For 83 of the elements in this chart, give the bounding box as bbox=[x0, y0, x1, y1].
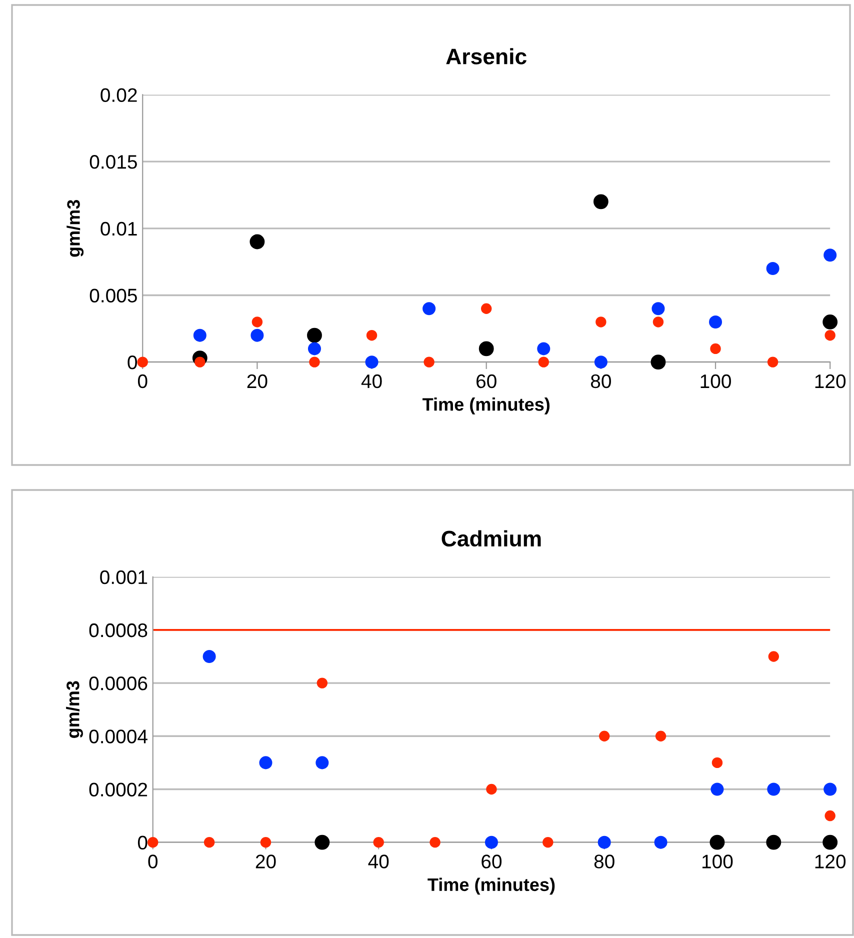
x-axis-title: Time (minutes) bbox=[428, 878, 555, 895]
point bbox=[598, 730, 610, 742]
point bbox=[767, 356, 778, 368]
point bbox=[538, 356, 549, 368]
x-tick-label: 40 bbox=[361, 374, 382, 388]
x-axis-title: Time (minutes) bbox=[422, 398, 550, 414]
x-tick-label: 80 bbox=[594, 854, 614, 868]
y-tick-label: 0.0002 bbox=[89, 782, 148, 796]
point bbox=[424, 356, 434, 368]
point bbox=[309, 356, 320, 368]
point bbox=[250, 328, 264, 342]
point bbox=[430, 836, 440, 848]
point bbox=[766, 262, 780, 276]
x-tick-label: 20 bbox=[247, 374, 268, 388]
point bbox=[824, 248, 837, 262]
y-axis-title: gm/m3 bbox=[66, 200, 84, 257]
point bbox=[366, 330, 378, 341]
point bbox=[768, 651, 780, 662]
point bbox=[822, 834, 838, 850]
point bbox=[202, 650, 216, 664]
x-tick-label: 100 bbox=[700, 374, 731, 388]
point bbox=[193, 328, 206, 342]
y-tick-label: 0.01 bbox=[100, 222, 137, 236]
point bbox=[486, 784, 497, 795]
point bbox=[652, 316, 664, 328]
chart-title: Cadmium bbox=[442, 530, 541, 547]
point bbox=[204, 836, 215, 848]
y-tick-label: 0.0004 bbox=[89, 730, 148, 744]
y-tick-label: 0.001 bbox=[100, 570, 148, 584]
point bbox=[373, 836, 384, 848]
x-tick-label: 60 bbox=[476, 374, 496, 388]
point bbox=[307, 328, 322, 343]
x-tick-label: 120 bbox=[815, 854, 846, 868]
point bbox=[712, 757, 723, 768]
x-tick-label: 80 bbox=[590, 374, 611, 388]
point bbox=[596, 316, 606, 328]
point bbox=[824, 330, 836, 341]
y-tick-label: 0.02 bbox=[100, 88, 137, 102]
point bbox=[655, 730, 666, 742]
x-tick-label: 60 bbox=[482, 854, 502, 868]
point bbox=[316, 756, 329, 770]
y-tick-label: 0.0006 bbox=[89, 676, 148, 690]
point bbox=[259, 756, 272, 770]
point bbox=[250, 234, 265, 250]
point bbox=[478, 341, 494, 356]
point bbox=[260, 836, 272, 848]
x-tick-label: 20 bbox=[256, 854, 276, 868]
point bbox=[308, 342, 321, 356]
x-tick-label: 40 bbox=[368, 854, 389, 868]
point bbox=[709, 315, 722, 328]
y-tick-label: 0 bbox=[128, 356, 137, 370]
point bbox=[593, 194, 608, 210]
point bbox=[484, 836, 498, 849]
point bbox=[652, 302, 665, 316]
point bbox=[598, 836, 611, 849]
point bbox=[316, 678, 328, 688]
point bbox=[422, 302, 436, 316]
y-axis-title: gm/m3 bbox=[66, 681, 83, 738]
point bbox=[650, 354, 666, 370]
point bbox=[252, 316, 263, 328]
point bbox=[594, 356, 608, 369]
x-tick-label: 0 bbox=[148, 854, 158, 868]
point bbox=[710, 343, 721, 354]
y-tick-label: 0.0008 bbox=[89, 623, 148, 638]
point bbox=[822, 314, 838, 330]
y-tick-label: 0.015 bbox=[90, 155, 137, 169]
point bbox=[654, 836, 668, 849]
point bbox=[766, 834, 782, 850]
x-tick-label: 120 bbox=[815, 374, 846, 388]
point bbox=[537, 342, 550, 356]
point bbox=[767, 782, 780, 796]
point bbox=[314, 834, 330, 850]
chart-title: Arsenic bbox=[446, 48, 526, 64]
point bbox=[824, 810, 836, 822]
point bbox=[710, 834, 725, 850]
x-tick-label: 100 bbox=[702, 854, 733, 868]
point bbox=[824, 782, 837, 796]
y-tick-label: 0.005 bbox=[90, 288, 137, 302]
y-tick-label: 0 bbox=[138, 836, 148, 850]
point bbox=[365, 356, 378, 369]
point bbox=[542, 836, 554, 848]
point bbox=[710, 782, 724, 796]
point bbox=[481, 303, 492, 314]
